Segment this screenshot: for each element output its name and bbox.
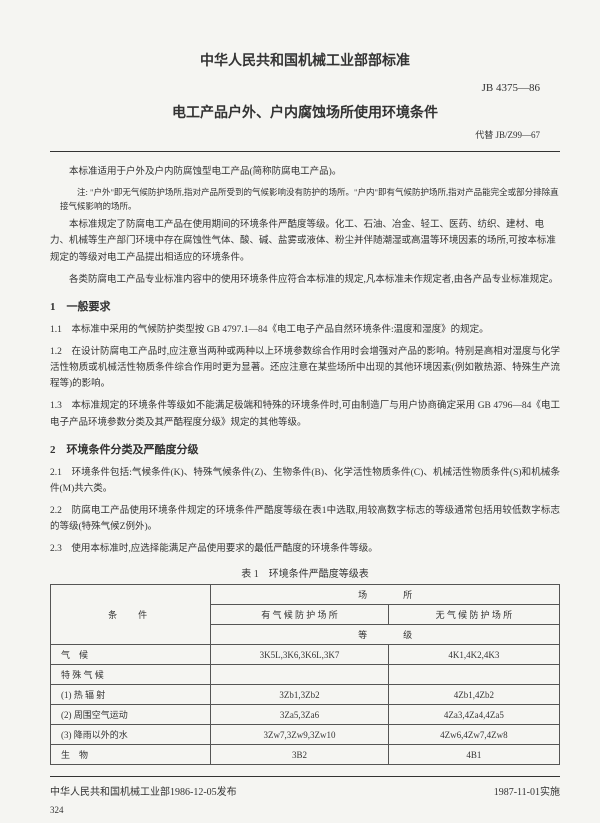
- th-condition: 条 件: [51, 585, 211, 645]
- clause-1-1: 1.1 本标准中采用的气候防护类型按 GB 4797.1—84《电工电子产品自然…: [50, 322, 560, 338]
- table-row: 生 物 3B2 4B1: [51, 745, 560, 765]
- table-row: 气 候 3K5L,3K6,3K6L,3K7 4K1,4K2,4K3: [51, 645, 560, 665]
- document-title: 电工产品户外、户内腐蚀场所使用环境条件: [50, 102, 560, 122]
- th-place: 场 所: [211, 585, 560, 605]
- document-header: 中华人民共和国机械工业部部标准: [50, 50, 560, 70]
- table-row: 特 殊 气 候: [51, 665, 560, 685]
- issue-date: 中华人民共和国机械工业部1986-12-05发布: [50, 783, 237, 798]
- table-row: (3) 降雨以外的水 3Zw7,3Zw9,3Zw10 4Zw6,4Zw7,4Zw…: [51, 725, 560, 745]
- clause-1-2: 1.2 在设计防腐电工产品时,应注意当两种或两种以上环境参数综合作用时会增强对产…: [50, 344, 560, 392]
- intro-paragraph-1: 本标准适用于户外及户内防腐蚀型电工产品(简称防腐电工产品)。: [50, 164, 560, 180]
- clause-1-3: 1.3 本标准规定的环境条件等级如不能满足极端和特殊的环境条件时,可由制造厂与用…: [50, 398, 560, 430]
- footer: 中华人民共和国机械工业部1986-12-05发布 1987-11-01实施: [50, 776, 560, 798]
- organization-title: 中华人民共和国机械工业部部标准: [50, 50, 560, 70]
- table-row: (2) 周围空气运动 3Za5,3Za6 4Za3,4Za4,4Za5: [51, 705, 560, 725]
- severity-table: 条 件 场 所 有 气 候 防 护 场 所 无 气 候 防 护 场 所 等 级 …: [50, 584, 560, 765]
- clause-2-2: 2.2 防腐电工产品使用环境条件规定的环境条件严酷度等级在表1中选取,用较高数字…: [50, 503, 560, 535]
- table-row: (1) 热 辐 射 3Zb1,3Zb2 4Zb1,4Zb2: [51, 685, 560, 705]
- intro-note: 注: "户外"即无气候防护场所,指对产品所受到的气候影响没有防护的场所。"户内"…: [50, 186, 560, 213]
- implement-date: 1987-11-01实施: [494, 783, 560, 798]
- page-number: 324: [50, 805, 64, 815]
- th-without-protection: 无 气 候 防 护 场 所: [388, 605, 559, 625]
- intro-paragraph-2: 本标准规定了防腐电工产品在使用期间的环境条件严酷度等级。化工、石油、冶金、轻工、…: [50, 217, 560, 265]
- section-2-heading: 2 环境条件分类及严酷度分级: [50, 441, 560, 457]
- header-divider: [50, 151, 560, 152]
- replace-code: 代替 JB/Z99—67: [50, 128, 560, 141]
- clause-2-1: 2.1 环境条件包括:气候条件(K)、特殊气候条件(Z)、生物条件(B)、化学活…: [50, 465, 560, 497]
- standard-code: JB 4375—86: [50, 82, 560, 94]
- section-1-heading: 1 一般要求: [50, 298, 560, 314]
- intro-paragraph-3: 各类防腐电工产品专业标准内容中的使用环境条件应符合本标准的规定,凡本标准未作规定…: [50, 272, 560, 288]
- th-with-protection: 有 气 候 防 护 场 所: [211, 605, 388, 625]
- th-grade: 等 级: [211, 625, 560, 645]
- clause-2-3: 2.3 使用本标准时,应选择能满足产品使用要求的最低严酷度的环境条件等级。: [50, 541, 560, 557]
- table-caption: 表 1 环境条件严酷度等级表: [50, 565, 560, 580]
